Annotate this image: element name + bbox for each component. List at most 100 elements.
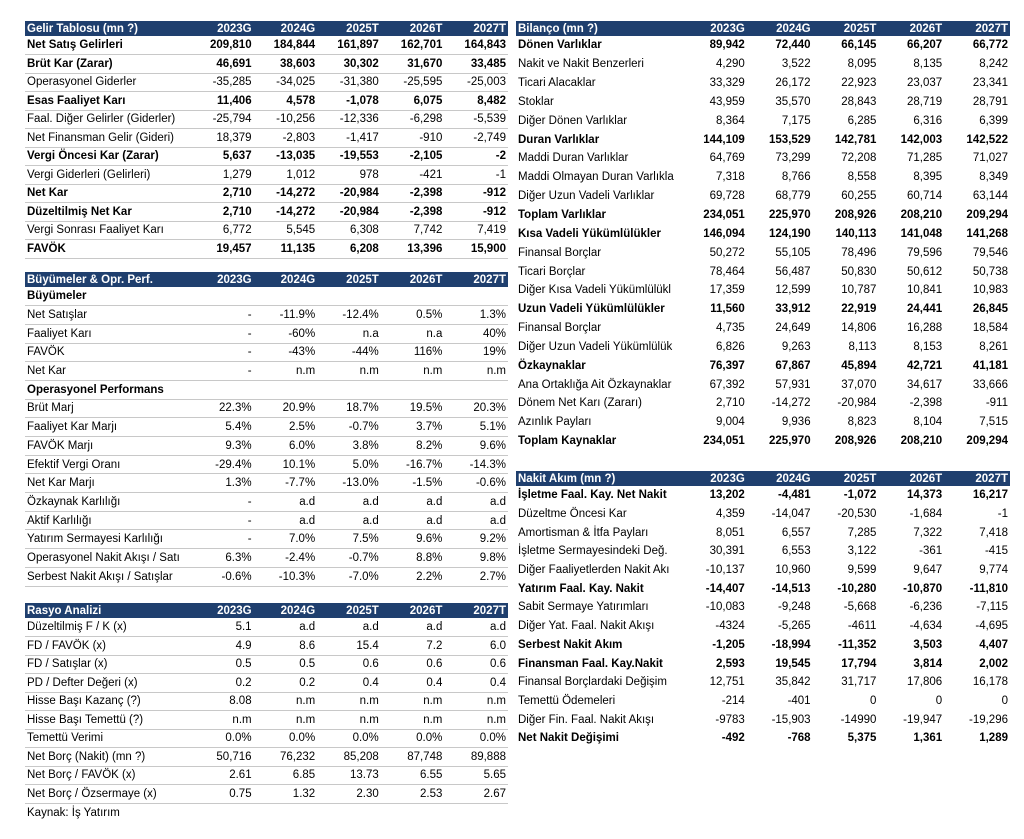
table-row: Net Finansman Gelir (Gideri) 18,379 -2,803… [25,128,508,148]
table-row: Yatırım Sermayesi Karlılığı -7.0% 7.5% 9.6%… [25,529,508,550]
table-row: Yatırım Faal. Kay. Nakit -14,407 -14,513 -1… [516,579,1010,598]
cell-value: 7,285 [847,526,877,539]
cell-value: 89,888 [444,747,508,767]
cell-value: 209,294 [966,209,1008,222]
cell-value: -25,595 [380,73,445,92]
cell-value: 0.6 [380,655,445,674]
table-row: Faaliyet Kar Marjı 5.4% 2.5% -0.7% 3.7% 5.1% [25,417,508,437]
row-label: Finansal Borçlar [518,322,602,335]
cell-value: 8,364 [716,114,745,127]
cell-value: n.m [380,710,445,730]
cell-value: 13,202 [709,489,745,502]
column-header: 2026T [380,603,445,618]
cell-value: 2,593 [716,657,745,670]
cell-value: -16.7% [380,455,445,475]
row-label: Toplam Kaynaklar [518,435,617,448]
table-row: Diğer Yat. Faal. Nakit Akışı -4324 -5,265 -… [516,617,1010,636]
cell-value: 14,373 [907,489,943,502]
cell-value: -2,398 [909,397,943,410]
column-header: 2023G [190,603,254,618]
cell-value: 28,791 [972,95,1008,108]
row-label: Diğer Uzun Vadeli Yükümlülük [518,340,673,353]
cell-value: 6.0 [444,636,508,656]
cell-value: 6,553 [781,545,811,558]
cell-value: 225,970 [769,209,811,222]
row-label: Faal. Diğer Gelirler (Giderler) [25,110,190,129]
cell-value: 2.2% [380,567,445,587]
cell-value: -18,994 [771,638,811,651]
table-row: Maddi Duran Varlıklar 64,769 73,299 72,208 7… [516,149,1010,168]
cell-value: 55,105 [775,246,811,259]
table-row: Net Nakit Değişimi -492 -768 5,375 1,361 1,28… [516,729,1010,748]
cell-value: 85,208 [317,747,381,767]
table-row: Düzeltme Öncesi Kar 4,359 -14,047 -20,530 -1… [516,505,1010,524]
cell-value: 79,546 [972,246,1008,259]
cell-value: 76,232 [253,747,318,767]
cell-value: 2.5% [253,417,318,437]
row-label: Yatırım Sermayesi Karlılığı [25,529,190,550]
table-title: Nakit Akım (mn ?) [516,471,681,486]
cell-value: 3.7% [380,417,445,437]
column-header: 2023G [681,471,747,486]
cell-value: 5.0% [317,455,381,475]
table-row: Temettü Verimi 0.0% 0.0% 0.0% 0.0% 0.0% [25,729,508,748]
table-row: Net Kar Marjı 1.3% -7.7% -13.0% -1.5% -0.6% [25,473,508,494]
cell-value: 12,751 [709,676,745,689]
cell-value: -401 [787,694,811,707]
cell-value: 6.85 [253,766,318,785]
cell-value: -6,298 [380,110,445,129]
cell-value: 9.6% [444,436,508,456]
table-row: Azınlık Payları 9,004 9,936 8,823 8,104 7,515 [516,413,1010,432]
row-label: Efektif Vergi Oranı [25,455,190,475]
cell-value: 8,113 [848,340,877,353]
cell-value: 35,570 [775,95,811,108]
row-label: Net Kar [25,361,190,381]
data-table: Nakit Akım (mn ?) 2023G 2024G 2025T 2026T 202… [516,471,1010,748]
cell-value: 4,407 [979,638,1008,651]
cell-value: 34,617 [907,378,943,391]
cell-value: n.m [190,710,254,730]
column-header: 2025T [317,603,381,618]
cell-value: 0 [1001,694,1008,707]
cell-value: 31,717 [841,676,877,689]
table-row: Serbest Nakit Akışı / Satışlar -0.6% -10.3… [25,567,508,587]
cell-value: 0 [935,694,943,707]
cell-value: 0.0% [380,729,445,748]
table-row: Finansal Borçlar 50,272 55,105 78,496 79,596… [516,243,1010,262]
cell-value: -14,407 [705,582,745,595]
cell-value: -20,984 [317,184,381,203]
cell-value: 72,208 [841,152,877,165]
cell-value: 8,349 [979,171,1008,184]
cell-value: 37,070 [841,378,877,391]
cell-value: 18,584 [972,322,1008,335]
cell-value: 5,545 [253,221,318,240]
cell-value: 8.8% [380,548,445,568]
cell-value: n.m [317,361,381,381]
row-label: Diğer Yat. Faal. Nakit Akışı [518,620,655,633]
row-label: Diğer Faaliyetlerden Nakit Akı [518,564,670,577]
row-label: Serbest Nakit Akım [518,638,623,651]
cell-value: -9783 [715,713,745,726]
cell-value: -19,947 [903,713,943,726]
cell-value: 50,716 [190,747,254,767]
cell-value: - [190,361,254,381]
cell-value: -20,984 [317,202,381,222]
table-row: Brüt Marj 22.3% 20.9% 18.7% 19.5% 20.3% [25,399,508,419]
row-label: Temettü Ödemeleri [518,694,616,707]
empty-cell [190,380,254,400]
cell-value: 42,721 [907,359,943,372]
row-label: FAVÖK Marjı [25,436,190,456]
empty-cell [253,287,318,307]
cell-value: 2.30 [317,784,381,804]
cell-value: 22,919 [841,303,877,316]
cell-value: -2,398 [380,184,445,203]
cell-value: - [190,343,254,363]
cell-value: 3,522 [781,58,811,71]
table-title: Rasyo Analizi [25,603,190,618]
cell-value: 4,359 [716,508,745,521]
cell-value: -2,398 [380,202,445,222]
cell-value: -14990 [840,713,877,726]
cell-value: -10,083 [705,601,745,614]
cell-value: 3.8% [317,436,381,456]
table-row: Stoklar 43,959 35,570 28,843 28,719 28,791 [516,93,1010,112]
